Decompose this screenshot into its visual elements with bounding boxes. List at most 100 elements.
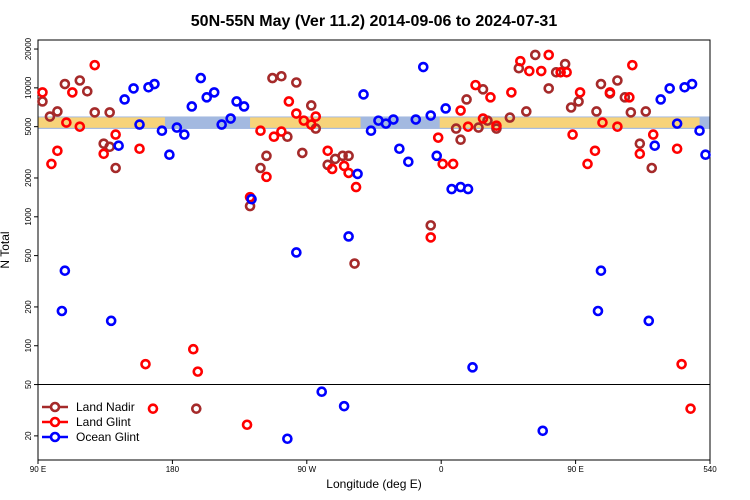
point — [343, 150, 354, 162]
point — [655, 94, 667, 105]
point — [140, 358, 151, 370]
point — [134, 143, 145, 155]
point — [268, 131, 280, 142]
point — [337, 150, 348, 162]
y-tick-label: 20 — [24, 431, 33, 440]
point — [676, 358, 687, 370]
series — [56, 61, 711, 445]
dense-band — [250, 117, 361, 128]
y-tick-label: 500 — [24, 248, 33, 262]
x-tick-label: 180 — [166, 465, 180, 474]
point — [261, 150, 272, 162]
x-tick-label: 0 — [439, 465, 444, 474]
point — [686, 78, 698, 90]
point — [261, 171, 272, 183]
point — [128, 83, 139, 94]
point — [664, 83, 675, 94]
point — [597, 117, 608, 128]
legend-marker — [49, 416, 61, 428]
point — [56, 305, 68, 317]
y-tick-label: 2000 — [24, 169, 33, 187]
point — [410, 114, 422, 125]
point — [297, 147, 308, 159]
point — [276, 70, 287, 82]
y-tick-label: 100 — [24, 339, 33, 353]
point — [634, 138, 646, 149]
point — [255, 162, 266, 174]
point — [67, 87, 78, 98]
point — [485, 92, 496, 103]
point — [98, 148, 110, 160]
legend-marker — [49, 401, 61, 413]
point — [550, 67, 562, 78]
point — [595, 78, 607, 90]
point — [604, 87, 616, 98]
point — [595, 265, 607, 276]
point — [640, 106, 652, 117]
point — [573, 96, 584, 107]
point — [455, 134, 466, 146]
dense-band — [439, 117, 700, 128]
x-tick-label: 90 W — [297, 465, 316, 474]
y-axis-label: N Total — [0, 231, 12, 268]
point — [694, 125, 705, 137]
point — [425, 220, 437, 231]
point — [462, 121, 474, 132]
point — [156, 125, 168, 137]
point — [461, 94, 472, 105]
point — [37, 87, 48, 98]
point — [417, 61, 429, 73]
point — [231, 96, 242, 107]
point — [291, 247, 302, 258]
point — [627, 59, 638, 71]
point — [282, 131, 293, 142]
point — [192, 366, 204, 377]
y-tick-label: 5000 — [24, 117, 33, 135]
point — [216, 119, 227, 130]
point — [119, 94, 130, 105]
point — [147, 403, 159, 414]
point — [149, 78, 160, 90]
point — [352, 168, 363, 180]
point — [425, 232, 437, 243]
point — [246, 193, 257, 205]
point — [37, 96, 48, 107]
series — [37, 49, 658, 414]
point — [467, 362, 478, 373]
point — [671, 143, 683, 155]
point — [425, 110, 437, 121]
point — [110, 162, 121, 174]
point — [646, 162, 658, 174]
point — [561, 67, 572, 78]
point — [255, 125, 266, 137]
point — [89, 107, 101, 118]
point — [322, 145, 334, 157]
point — [440, 103, 451, 114]
point — [110, 129, 121, 140]
point — [643, 315, 655, 327]
point — [74, 121, 86, 132]
point — [186, 101, 198, 112]
point — [349, 258, 360, 269]
point — [450, 123, 462, 134]
point — [310, 111, 322, 122]
point — [179, 129, 190, 140]
point — [52, 106, 63, 117]
point — [188, 343, 199, 355]
point — [46, 158, 57, 170]
point — [134, 119, 145, 130]
point — [113, 140, 124, 151]
point — [338, 160, 350, 172]
point — [267, 72, 278, 84]
point — [283, 96, 295, 107]
point — [432, 132, 444, 143]
point — [343, 231, 354, 242]
point — [612, 121, 623, 132]
point — [506, 87, 517, 98]
point — [305, 100, 317, 111]
point — [388, 114, 399, 125]
point — [282, 433, 293, 445]
point — [105, 315, 117, 327]
x-tick-label: 90 E — [567, 465, 583, 474]
